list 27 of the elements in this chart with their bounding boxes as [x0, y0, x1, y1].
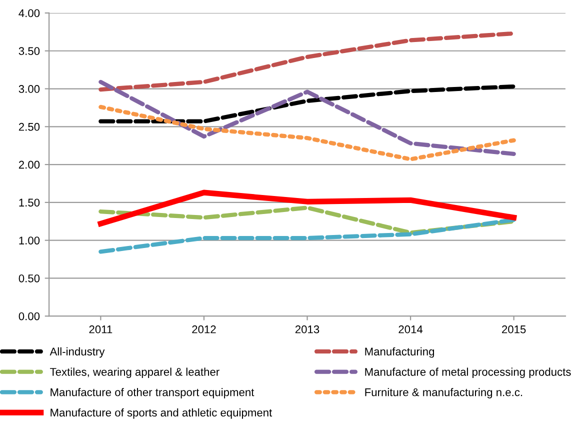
y-tick-label: 2.50 — [18, 122, 40, 131]
legend-label: Manufacture of metal processing products — [365, 368, 571, 378]
legend-label: Manufacture of other transport equipment — [50, 388, 254, 398]
y-tick-label: 3.50 — [18, 47, 40, 56]
line-series — [98, 218, 516, 254]
y-tick-label: 4.00 — [18, 9, 40, 18]
legend-label: Furniture & manufacturing n.e.c. — [365, 388, 522, 398]
line-series — [98, 31, 516, 92]
x-tick-label: 2012 — [192, 325, 216, 334]
line-series — [98, 80, 516, 156]
y-tick-label: 2.00 — [18, 160, 40, 169]
legend-label: Manufacture of sports and athletic equipment — [50, 408, 272, 419]
y-tick-label: 3.00 — [18, 85, 40, 93]
line-series — [98, 206, 516, 235]
line-series — [98, 104, 516, 162]
line-series — [98, 84, 516, 124]
legend-label: Manufacturing — [365, 347, 434, 358]
legend-label: All-industry — [50, 347, 105, 358]
legend-label: Textiles, wearing apparel & leather — [50, 368, 220, 378]
y-tick-label: 0.50 — [18, 274, 40, 282]
x-tick-label: 2011 — [89, 325, 112, 334]
x-tick-label: 2013 — [295, 325, 320, 334]
y-tick-label: 1.50 — [19, 198, 40, 207]
y-tick-label: 1.00 — [19, 236, 40, 244]
x-tick-label: 2014 — [398, 325, 423, 334]
x-tick-label: 2015 — [502, 325, 526, 334]
y-tick-label: 0.00 — [18, 312, 40, 320]
